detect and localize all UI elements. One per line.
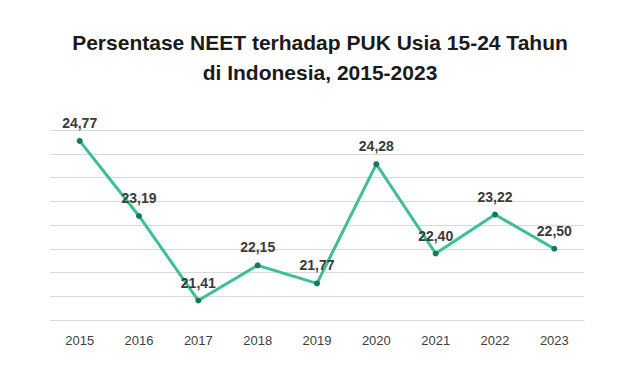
svg-text:2019: 2019	[303, 333, 332, 348]
svg-text:21,41: 21,41	[181, 275, 216, 291]
svg-text:2016: 2016	[125, 333, 154, 348]
svg-text:2018: 2018	[243, 333, 272, 348]
svg-text:2022: 2022	[481, 333, 510, 348]
svg-text:Persentase NEET terhadap PUK U: Persentase NEET terhadap PUK Usia 15-24 …	[72, 31, 568, 54]
svg-text:2020: 2020	[362, 333, 391, 348]
svg-text:2015: 2015	[65, 333, 94, 348]
svg-text:di Indonesia, 2015-2023: di Indonesia, 2015-2023	[203, 61, 438, 84]
svg-text:2023: 2023	[540, 333, 569, 348]
svg-text:21,77: 21,77	[299, 257, 334, 273]
svg-text:24,77: 24,77	[62, 115, 97, 131]
svg-text:22,50: 22,50	[537, 223, 572, 239]
svg-text:22,15: 22,15	[240, 239, 275, 255]
svg-text:2017: 2017	[184, 333, 213, 348]
svg-text:23,19: 23,19	[121, 190, 156, 206]
svg-text:24,28: 24,28	[359, 138, 394, 154]
svg-text:23,22: 23,22	[477, 189, 512, 205]
svg-text:2021: 2021	[421, 333, 450, 348]
svg-text:22,40: 22,40	[418, 228, 453, 244]
